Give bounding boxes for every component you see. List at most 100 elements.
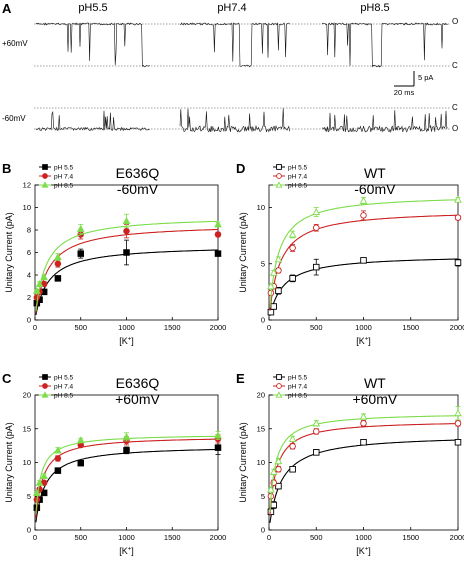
x-tick-label: 2000 <box>450 323 464 332</box>
panel-a-voltage-pos: +60mV <box>2 39 28 48</box>
data-point <box>275 466 282 473</box>
y-tick-label: 10 <box>257 458 265 467</box>
legend-label: pH 5.5 <box>54 164 74 171</box>
data-point <box>276 164 282 170</box>
data-point <box>289 466 296 473</box>
data-point <box>123 447 130 454</box>
x-tick-label: 500 <box>74 533 87 542</box>
panel-a-column-label-3: pH8.5 <box>360 2 389 14</box>
x-axis-label: [K+] <box>356 546 371 556</box>
data-point <box>275 267 282 274</box>
y-tick-label: 5 <box>261 492 265 501</box>
data-point <box>54 467 62 474</box>
data-point <box>54 260 62 268</box>
data-point <box>214 231 222 238</box>
fit-curve <box>35 249 218 316</box>
data-point <box>41 391 49 398</box>
data-point <box>312 419 321 427</box>
data-point <box>214 220 222 228</box>
legend-label: pH 5.5 <box>54 374 74 381</box>
fit-curve <box>35 220 219 312</box>
current-trace <box>179 108 290 133</box>
panel-a-column-label-2: pH7.4 <box>217 2 246 14</box>
data-point <box>42 374 48 380</box>
data-point <box>32 488 41 496</box>
x-tick-label: 1000 <box>118 323 135 332</box>
x-tick-label: 1500 <box>164 533 181 542</box>
legend-label: pH 7.4 <box>54 383 74 390</box>
x-tick-label: 1500 <box>402 533 419 542</box>
panel-letter: B <box>2 161 11 176</box>
chart-subtitle: +60mV <box>115 391 160 407</box>
x-tick-label: 1500 <box>402 323 419 332</box>
x-tick-label: 2000 <box>210 533 227 542</box>
legend-label: pH 7.4 <box>54 173 74 180</box>
data-point <box>288 230 297 238</box>
data-point <box>42 383 48 389</box>
x-tick-label: 1000 <box>355 533 372 542</box>
data-point <box>54 275 62 282</box>
y-tick-label: 0 <box>27 526 31 535</box>
data-point <box>360 439 367 446</box>
data-point <box>54 455 62 462</box>
data-point <box>42 173 48 179</box>
data-point <box>276 173 282 179</box>
chart-subtitle: -60mV <box>354 181 396 197</box>
data-point <box>270 501 277 509</box>
y-tick-label: 10 <box>23 458 31 467</box>
data-point <box>454 214 462 221</box>
series-pH-7_4 <box>267 420 462 516</box>
y-tick-label: 20 <box>257 391 265 400</box>
fit-curve <box>269 439 459 523</box>
data-point <box>122 432 131 440</box>
x-axis-label: [K+] <box>119 336 134 346</box>
data-point <box>275 287 282 295</box>
data-point <box>274 255 283 263</box>
data-point <box>360 212 367 219</box>
series-pH-8_5 <box>32 431 222 515</box>
x-tick-label: 0 <box>267 323 271 332</box>
data-point <box>41 181 49 188</box>
data-point <box>267 485 275 493</box>
y-tick-label: 0 <box>261 526 265 535</box>
y-tick-label: 20 <box>23 391 31 400</box>
panel-a-traces <box>34 21 450 133</box>
data-point <box>122 216 131 224</box>
data-point <box>454 420 462 427</box>
data-point <box>359 196 368 204</box>
data-point <box>359 412 368 420</box>
chart-subtitle: +60mV <box>352 391 397 407</box>
data-point <box>40 273 48 281</box>
series-pH-5_5 <box>33 239 222 316</box>
x-tick-label: 0 <box>267 533 271 542</box>
data-point <box>214 444 222 451</box>
fit-curve <box>35 448 218 523</box>
legend-label: pH 8.5 <box>288 392 308 399</box>
data-point <box>274 457 283 465</box>
data-point <box>454 195 462 203</box>
panel-a-level-label-row2-bottom: O <box>452 124 458 133</box>
chart-title: WT <box>364 165 386 181</box>
y-tick-label: 0 <box>261 316 265 325</box>
y-tick-label: 6 <box>27 248 31 257</box>
x-tick-label: 0 <box>33 533 37 542</box>
panel-a-scalebar: 5 pA 20 ms <box>394 71 433 97</box>
data-point <box>289 443 296 450</box>
y-tick-label: 2 <box>27 293 31 302</box>
panel-letter: E <box>236 371 245 386</box>
series-pH-5_5 <box>267 257 462 316</box>
legend-label: pH 8.5 <box>54 392 74 399</box>
data-point <box>35 279 44 287</box>
x-axis-label: [K+] <box>119 546 134 556</box>
legend-label: pH 8.5 <box>54 182 74 189</box>
x-tick-label: 1000 <box>118 533 135 542</box>
data-point <box>123 227 130 235</box>
series-pH-8_5 <box>267 406 462 512</box>
y-tick-label: 5 <box>27 492 31 501</box>
x-tick-label: 1500 <box>164 323 181 332</box>
data-point <box>54 252 62 260</box>
data-point <box>269 268 278 276</box>
data-point <box>289 275 296 282</box>
data-point <box>275 391 283 398</box>
y-axis-label: Unitary Current (pA) <box>4 422 14 503</box>
